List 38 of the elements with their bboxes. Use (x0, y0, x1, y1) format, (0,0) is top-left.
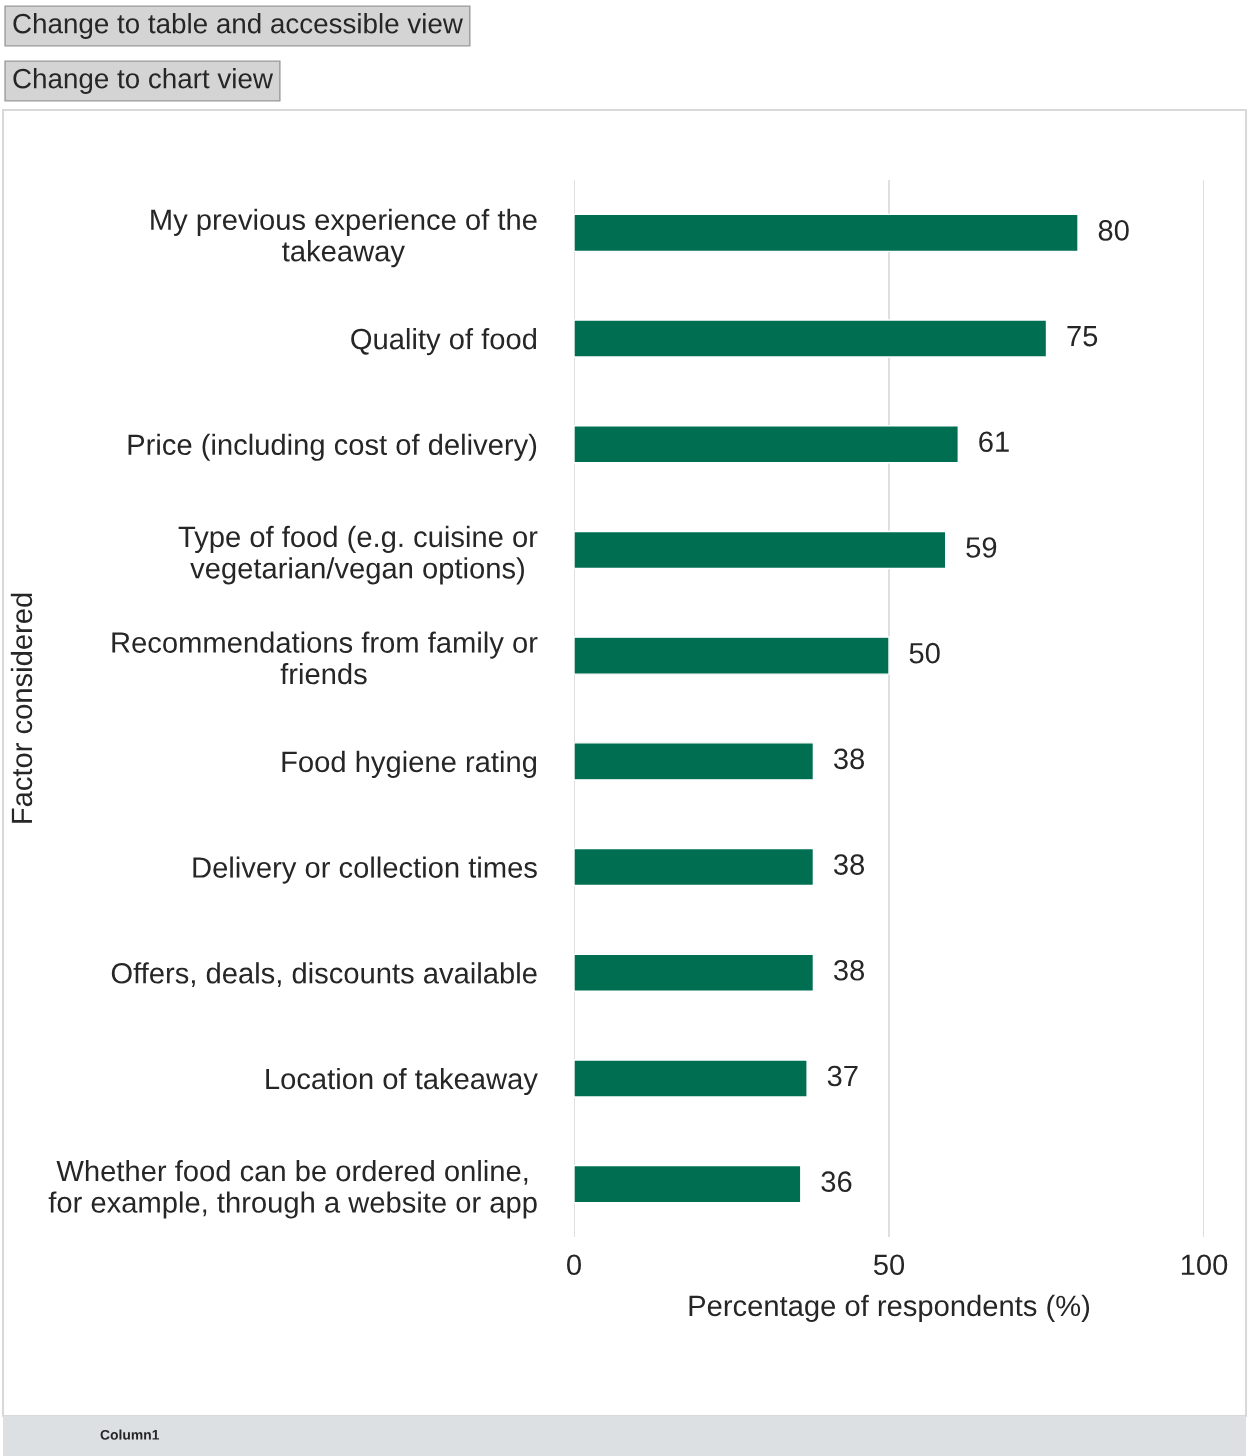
x-axis-title: Percentage of respondents (%) (689, 1294, 1090, 1322)
text: Change to table and accessible view (13, 13, 463, 39)
bar (574, 636, 890, 675)
bar (574, 1164, 802, 1204)
data-label: 59 (966, 537, 997, 558)
text: Change to chart view (13, 68, 274, 94)
x-tick-label: 0 (567, 1254, 581, 1276)
bar (574, 213, 1079, 253)
y-tick-label: Whether food can be ordered online, for example, through a website or app (48, 1159, 537, 1219)
bar (574, 953, 815, 992)
y-tick-label: Recommendations from family or friends (112, 631, 538, 685)
bar (574, 847, 815, 887)
y-tick-label: Quality of food (351, 327, 537, 356)
data-label: 38 (833, 959, 865, 981)
y-tick-label: Offers, deals, discounts available (111, 962, 537, 988)
bar (574, 742, 815, 781)
data-label: 38 (833, 748, 865, 770)
bar (574, 1059, 808, 1098)
x-tick-label: 50 (873, 1254, 905, 1276)
bar (574, 319, 1048, 358)
bar (574, 425, 959, 464)
text: Column1 (100, 1429, 160, 1440)
bar (574, 530, 947, 570)
y-tick-label: My previous experience of the takeaway (151, 208, 537, 268)
y-tick-label: Food hygiene rating (282, 750, 537, 778)
x-tick-label: 100 (1181, 1254, 1228, 1276)
y-tick-label: Type of food (e.g. cuisine or vegetarian/vegan options) (178, 525, 538, 585)
data-label: 75 (1067, 326, 1098, 347)
data-label: 50 (909, 642, 940, 664)
data-label: 80 (1098, 220, 1129, 241)
data-label: 37 (827, 1065, 858, 1087)
y-tick-label: Price (including cost of delivery) (128, 433, 537, 461)
data-label: 36 (821, 1171, 852, 1192)
y-axis-title: Factor considered (10, 593, 33, 823)
data-label: 61 (979, 431, 1009, 453)
y-tick-label: Delivery or collection times (193, 856, 537, 884)
y-tick-label: Location of takeaway (266, 1067, 538, 1096)
data-label: 38 (833, 854, 865, 875)
